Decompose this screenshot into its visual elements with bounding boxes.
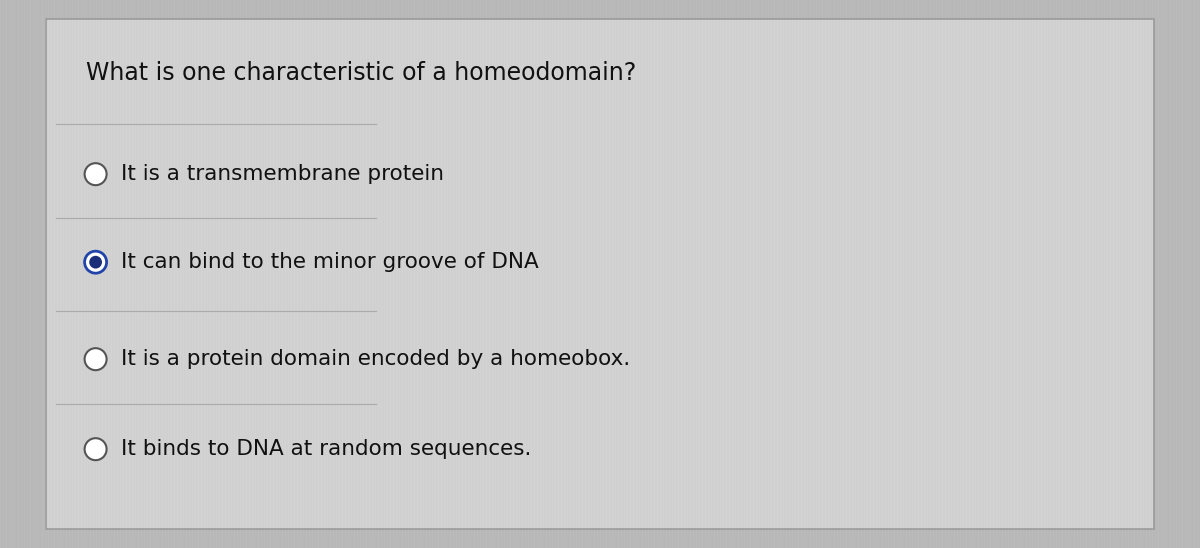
Text: What is one characteristic of a homeodomain?: What is one characteristic of a homeodom… <box>85 61 636 85</box>
Text: It is a protein domain encoded by a homeobox.: It is a protein domain encoded by a home… <box>120 349 630 369</box>
Circle shape <box>84 438 107 460</box>
Text: It can bind to the minor groove of DNA: It can bind to the minor groove of DNA <box>120 252 539 272</box>
Circle shape <box>84 348 107 370</box>
Circle shape <box>89 256 102 269</box>
Circle shape <box>84 251 107 273</box>
FancyBboxPatch shape <box>46 19 1154 529</box>
Text: It binds to DNA at random sequences.: It binds to DNA at random sequences. <box>120 439 530 459</box>
Text: It is a transmembrane protein: It is a transmembrane protein <box>120 164 444 184</box>
Circle shape <box>84 163 107 185</box>
